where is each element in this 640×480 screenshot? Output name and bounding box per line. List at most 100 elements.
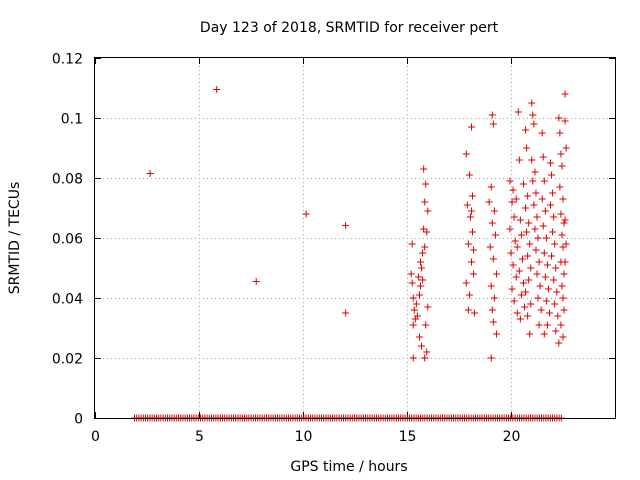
data-point bbox=[551, 240, 559, 248]
x-tick-label: 10 bbox=[295, 429, 313, 445]
data-point bbox=[492, 270, 500, 278]
data-point bbox=[542, 234, 550, 242]
x-axis-label: GPS time / hours bbox=[290, 459, 407, 475]
data-point bbox=[415, 291, 423, 299]
x-tick-label: 5 bbox=[195, 429, 204, 445]
data-point bbox=[535, 321, 543, 329]
data-point bbox=[529, 177, 537, 185]
data-point bbox=[540, 249, 548, 257]
data-point bbox=[552, 264, 560, 272]
data-point bbox=[527, 264, 535, 272]
data-point bbox=[413, 312, 421, 320]
data-point bbox=[469, 192, 477, 200]
data-point bbox=[562, 144, 570, 152]
data-point bbox=[507, 249, 515, 257]
data-point bbox=[342, 309, 350, 317]
y-tick-label: 0.06 bbox=[52, 232, 83, 248]
data-point bbox=[510, 213, 518, 221]
plot-frame bbox=[94, 57, 616, 419]
data-point bbox=[522, 126, 530, 134]
data-point bbox=[512, 273, 520, 281]
data-point bbox=[508, 198, 516, 206]
data-point bbox=[490, 294, 498, 302]
y-tick-label: 0.08 bbox=[52, 172, 83, 188]
data-point bbox=[552, 327, 560, 335]
data-point bbox=[514, 108, 522, 116]
data-point bbox=[420, 225, 428, 233]
data-point bbox=[408, 279, 416, 287]
data-point bbox=[524, 252, 532, 260]
data-point bbox=[550, 213, 558, 221]
data-point bbox=[462, 279, 470, 287]
data-point bbox=[513, 309, 521, 317]
data-point bbox=[536, 282, 544, 290]
data-point bbox=[528, 99, 536, 107]
y-axis-label: SRMTID / TECUs bbox=[7, 182, 23, 295]
data-point bbox=[506, 177, 514, 185]
data-point bbox=[558, 282, 566, 290]
data-point bbox=[538, 129, 546, 137]
data-point bbox=[540, 330, 548, 338]
data-point bbox=[548, 171, 556, 179]
data-point bbox=[519, 180, 527, 188]
data-point bbox=[560, 306, 568, 314]
data-point bbox=[559, 243, 567, 251]
data-point bbox=[213, 86, 221, 93]
data-point bbox=[549, 189, 557, 197]
y-tick-label: 0 bbox=[74, 412, 83, 428]
data-point bbox=[553, 288, 561, 296]
data-point bbox=[561, 90, 569, 98]
data-point bbox=[556, 183, 564, 191]
data-point bbox=[302, 210, 310, 218]
data-point bbox=[423, 348, 431, 356]
data-point bbox=[559, 294, 567, 302]
points-layer bbox=[131, 86, 570, 422]
data-point bbox=[544, 285, 552, 293]
data-point bbox=[561, 258, 569, 266]
data-point bbox=[467, 207, 475, 215]
data-point bbox=[517, 231, 525, 239]
data-point bbox=[506, 225, 514, 233]
data-point bbox=[526, 240, 534, 248]
data-point bbox=[561, 216, 569, 224]
chart-title: Day 123 of 2018, SRMTID for receiver per… bbox=[200, 20, 499, 36]
data-point bbox=[548, 252, 556, 260]
data-point bbox=[549, 228, 557, 236]
data-point bbox=[487, 183, 495, 191]
data-point bbox=[419, 249, 427, 257]
data-point bbox=[558, 231, 566, 239]
data-point bbox=[467, 258, 475, 266]
data-point bbox=[534, 294, 542, 302]
data-point bbox=[422, 180, 430, 188]
data-point bbox=[488, 111, 496, 119]
x-tick-label: 15 bbox=[399, 429, 417, 445]
data-point bbox=[559, 195, 567, 203]
data-point bbox=[424, 207, 432, 215]
data-point bbox=[556, 129, 564, 137]
data-point bbox=[560, 219, 568, 227]
data-point bbox=[541, 273, 549, 281]
data-point bbox=[551, 300, 559, 308]
data-point bbox=[410, 306, 418, 314]
data-point bbox=[515, 156, 523, 164]
data-point bbox=[421, 243, 429, 251]
data-point bbox=[531, 225, 539, 233]
data-point bbox=[529, 111, 537, 119]
data-point bbox=[527, 300, 535, 308]
data-point bbox=[489, 255, 497, 263]
data-point bbox=[409, 354, 417, 362]
data-point bbox=[470, 246, 478, 254]
data-point bbox=[417, 282, 425, 290]
data-point bbox=[518, 255, 526, 263]
data-point bbox=[412, 300, 420, 308]
data-point bbox=[554, 312, 562, 320]
data-point bbox=[543, 321, 551, 329]
data-point bbox=[462, 150, 470, 158]
data-point bbox=[516, 315, 524, 323]
data-point bbox=[534, 234, 542, 242]
data-point bbox=[545, 309, 553, 317]
data-point bbox=[409, 294, 417, 302]
data-point bbox=[471, 309, 479, 317]
data-point bbox=[532, 189, 540, 197]
data-point bbox=[523, 144, 531, 152]
